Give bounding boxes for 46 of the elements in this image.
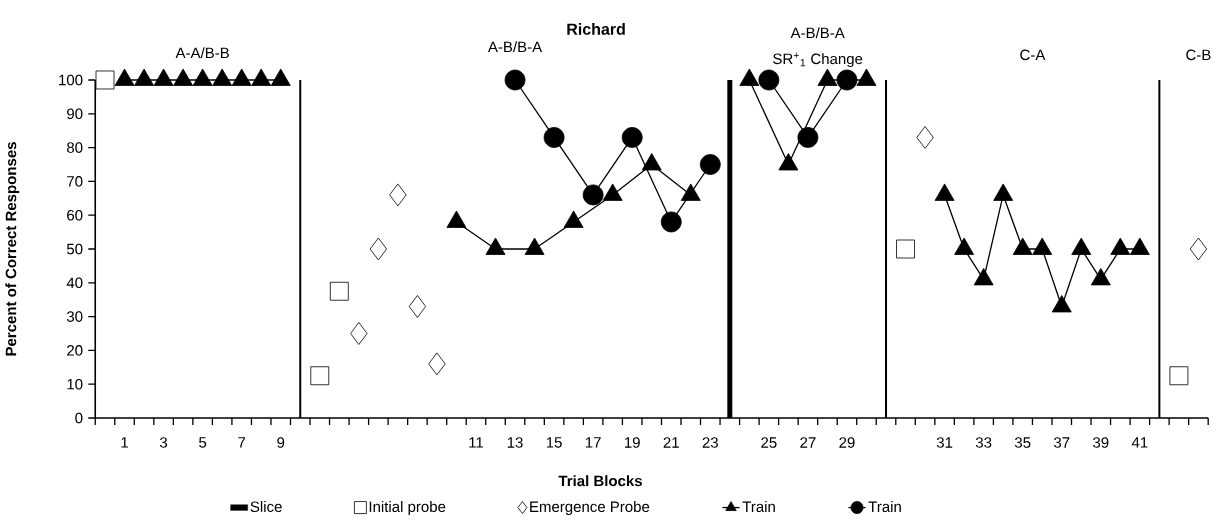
x-tick-label: 39 — [1093, 437, 1109, 448]
y-tick-label: 40 — [66, 277, 83, 289]
x-tick-label: 41 — [1131, 437, 1148, 448]
x-tick-label: 5 — [199, 437, 207, 448]
y-tick-label: 50 — [66, 243, 83, 255]
x-tick-label: 3 — [159, 437, 168, 448]
legend-label: Slice — [250, 501, 282, 513]
y-tick-label: 100 — [59, 74, 83, 86]
y-tick-label: 90 — [67, 108, 83, 120]
legend-label: Initial probe — [369, 501, 446, 515]
x-tick-label: 37 — [1053, 437, 1070, 448]
x-tick-label: 9 — [277, 437, 285, 448]
legend-label: Train — [742, 501, 775, 513]
x-tick-label: 35 — [1014, 437, 1031, 448]
text: SR$^{+}$$_{1}$ Change — [773, 52, 863, 68]
legend-label: Emergence Probe — [530, 501, 650, 515]
x-axis-title: Trial Blocks — [558, 475, 642, 487]
text: A-B/B-A — [790, 27, 845, 39]
x-tick-label: 13 — [507, 437, 523, 448]
x-tick-label: 27 — [800, 437, 816, 448]
legend-label: Train — [868, 501, 901, 513]
text: C-B — [1186, 49, 1211, 61]
x-tick-label: 23 — [702, 437, 718, 448]
x-tick-label: 19 — [624, 437, 640, 448]
y-tick-label: 60 — [67, 209, 83, 221]
x-tick-label: 21 — [663, 437, 679, 448]
y-axis-title: Percent of Correct Responses — [5, 142, 20, 356]
x-tick-label: 17 — [585, 437, 601, 448]
y-tick-label: 0 — [75, 412, 83, 424]
chart-title: Richard — [567, 23, 625, 35]
x-tick-label: 15 — [546, 437, 562, 448]
x-tick-label: 1 — [121, 437, 128, 448]
y-tick-label: 80 — [67, 142, 83, 153]
text: C-A — [1020, 49, 1046, 61]
text: A-B/B-A — [487, 41, 543, 53]
y-tick-label: 70 — [67, 176, 83, 187]
text: A-A/B-B — [175, 47, 229, 59]
x-tick-label: 33 — [975, 437, 992, 448]
y-tick-label: 30 — [66, 311, 83, 322]
y-tick-label: 10 — [67, 378, 83, 390]
x-tick-label: 7 — [238, 437, 246, 448]
x-tick-label: 31 — [936, 437, 953, 448]
x-tick-label: 11 — [469, 437, 484, 448]
x-tick-label: 25 — [761, 437, 777, 448]
x-tick-label: 29 — [839, 437, 855, 448]
y-tick-label: 20 — [67, 345, 83, 356]
